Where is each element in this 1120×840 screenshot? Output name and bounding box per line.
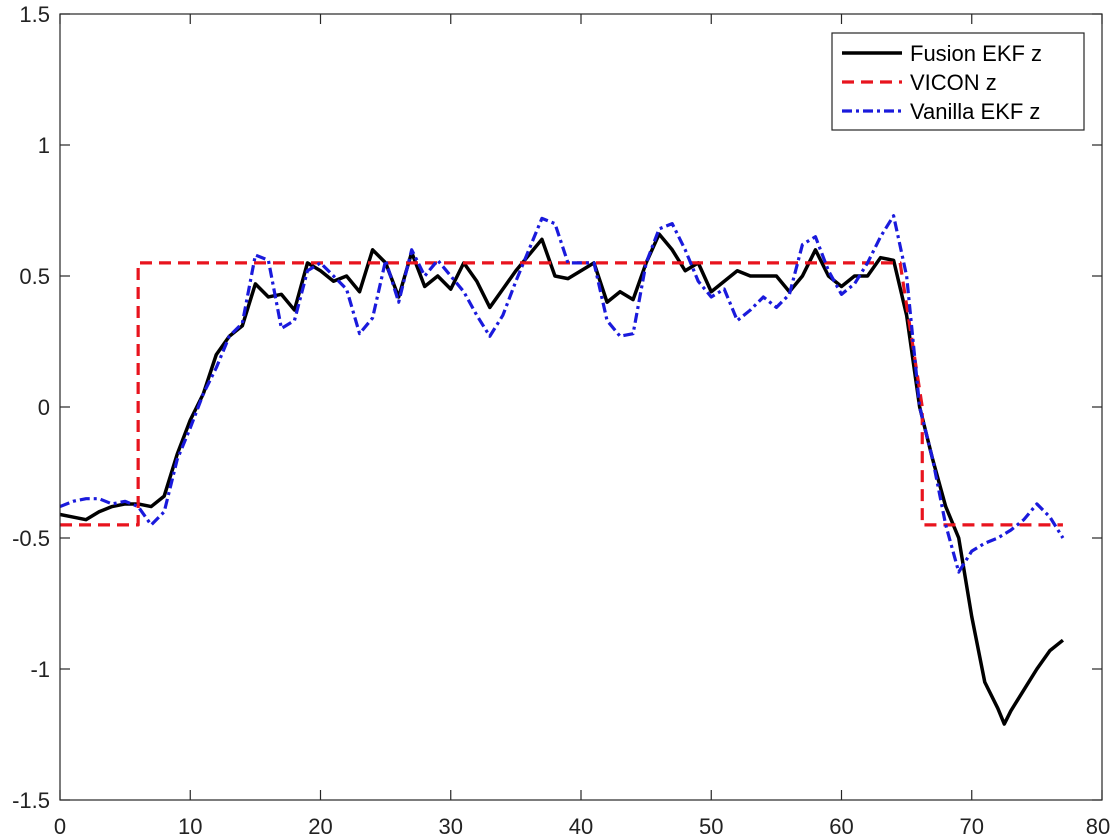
x-tick-label: 70: [960, 814, 984, 839]
y-tick-label: -1.5: [12, 788, 50, 813]
y-tick-label: -1: [30, 657, 50, 682]
series-layer: [60, 214, 1065, 726]
x-tick-label: 50: [699, 814, 723, 839]
legend-box: [831, 32, 1085, 131]
y-tick-label: 0.5: [19, 264, 50, 289]
plot-background: [60, 14, 1102, 800]
x-tick-label: 20: [308, 814, 332, 839]
y-tick-label: 1.5: [19, 2, 50, 27]
y-tick-label: -0.5: [12, 526, 50, 551]
axes-layer: 0 10 20 30 40 50 60 70 80 -1.5 -1 -0.5 0 0.5 1 1.5: [12, 2, 1110, 839]
x-tick-label: 60: [829, 814, 853, 839]
legend-label-1: Fusion EKF z: [910, 41, 1042, 66]
x-tick-label: 0: [54, 814, 66, 839]
x-tick-label: 40: [569, 814, 593, 839]
legend-label-3: Vanilla EKF z: [910, 99, 1040, 124]
y-tick-label: 1: [38, 133, 50, 158]
series-line-3: [60, 214, 1065, 574]
x-tick-label: 10: [178, 814, 202, 839]
legend: Fusion EKF z VICON z Vanilla EKF z: [831, 32, 1085, 131]
y-tick-label: 0: [38, 395, 50, 420]
legend-label-2: VICON z: [910, 70, 997, 95]
x-tick-label: 30: [439, 814, 463, 839]
series-line-2: [60, 261, 1063, 527]
plot-area: [60, 14, 1102, 800]
x-tick-label: 80: [1086, 814, 1110, 839]
